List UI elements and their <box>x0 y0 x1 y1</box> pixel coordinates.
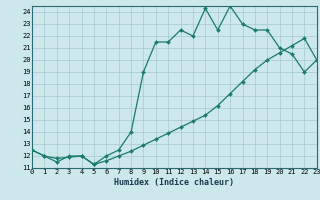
X-axis label: Humidex (Indice chaleur): Humidex (Indice chaleur) <box>115 178 234 187</box>
